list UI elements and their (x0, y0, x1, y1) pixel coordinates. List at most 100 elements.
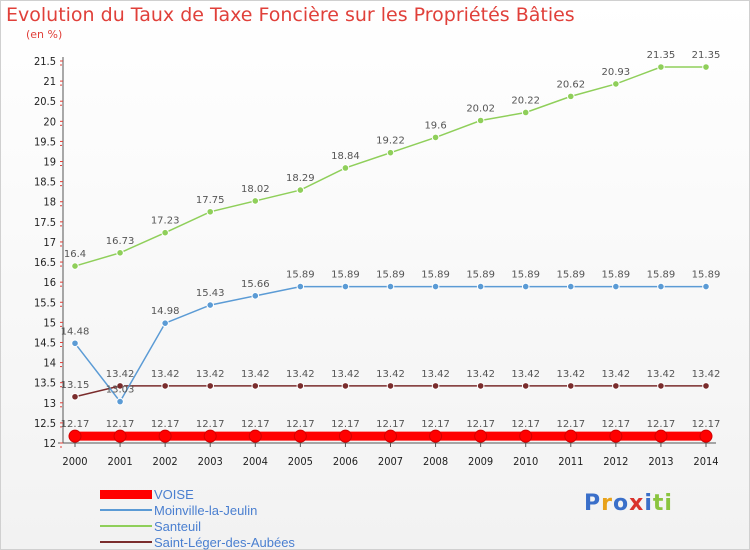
y-tick-label: 19 (43, 156, 56, 169)
y-tick-label: 17.5 (34, 216, 56, 229)
data-label: 13.42 (692, 369, 721, 380)
y-tick-label: 21 (43, 75, 56, 88)
data-point (566, 382, 575, 390)
data-point (657, 382, 665, 390)
data-label: 19.6 (424, 120, 446, 131)
data-point (71, 392, 79, 401)
data-point (116, 249, 124, 257)
logo-letter: r (601, 491, 613, 516)
data-label: 12.17 (331, 419, 360, 430)
data-point (702, 282, 710, 291)
data-label: 17.75 (196, 195, 225, 206)
data-label: 15.89 (466, 270, 495, 281)
y-tick-label: 18 (43, 196, 56, 209)
y-tick-label: 20 (43, 115, 56, 128)
legend-label: Saint-Léger-des-Aubées (154, 534, 295, 550)
data-point (476, 382, 485, 390)
legend-swatch (100, 525, 152, 527)
legend-swatch (100, 541, 152, 543)
logo-letter: o (612, 491, 630, 516)
data-point (384, 429, 397, 443)
y-tick-label: 19.5 (34, 135, 56, 148)
data-point (71, 262, 79, 270)
data-point (699, 429, 713, 443)
data-point (566, 92, 575, 101)
data-point (612, 80, 620, 88)
data-label: 13.42 (556, 369, 585, 380)
data-label: 12.17 (602, 419, 631, 430)
y-tick-label: 13 (43, 397, 56, 410)
data-label: 20.22 (511, 95, 540, 106)
logo-letter: t (652, 491, 665, 516)
legend-label: Moinville-la-Jeulin (154, 502, 258, 518)
data-point (521, 282, 530, 291)
data-point (657, 282, 665, 291)
legend-item: VOISE (100, 486, 295, 502)
legend-label: VOISE (154, 486, 194, 502)
data-label: 13.42 (241, 369, 270, 380)
data-label: 15.89 (376, 270, 405, 281)
x-tick-label: 2007 (378, 455, 403, 468)
data-label: 15.89 (511, 270, 540, 281)
data-label: 13.42 (286, 369, 315, 380)
data-point (521, 382, 530, 390)
data-label: 16.73 (106, 236, 135, 247)
data-label: 12.17 (241, 419, 270, 430)
data-point (206, 382, 215, 390)
y-tick-label: 15 (43, 316, 56, 329)
x-tick-label: 2010 (513, 455, 538, 468)
data-label: 13.42 (376, 369, 405, 380)
y-tick-label: 13.5 (34, 377, 56, 390)
legend-item: Santeuil (100, 518, 295, 534)
data-label: 13.42 (511, 369, 540, 380)
data-label: 15.89 (331, 270, 360, 281)
x-tick-label: 2012 (603, 455, 628, 468)
legend-swatch (100, 489, 152, 499)
y-tick-label: 15.5 (34, 296, 56, 309)
data-label: 13.15 (61, 380, 90, 391)
data-point (338, 429, 352, 443)
chart-unit-label: (en %) (26, 28, 63, 41)
data-label: 13.42 (196, 369, 225, 380)
data-point (609, 429, 623, 443)
y-tick-label: 21.5 (34, 55, 56, 68)
data-point (431, 382, 440, 390)
y-tick-label: 12 (43, 437, 56, 450)
logo-letter: i (664, 491, 673, 516)
data-point (161, 319, 169, 327)
data-point (431, 133, 440, 142)
data-label: 15.66 (241, 279, 270, 290)
data-label: 14.98 (151, 306, 180, 317)
data-point (113, 429, 127, 443)
data-point (341, 164, 350, 172)
data-point (386, 148, 395, 157)
chart-title: Evolution du Taux de Taxe Foncière sur l… (6, 4, 575, 26)
data-point (476, 282, 485, 291)
data-label: 13.42 (106, 369, 135, 380)
data-label: 15.89 (647, 270, 676, 281)
x-tick-label: 2006 (333, 455, 358, 468)
data-point (251, 292, 260, 300)
logo-letter: i (644, 491, 653, 516)
data-point (474, 429, 488, 443)
data-point (71, 339, 79, 348)
data-point (203, 429, 217, 443)
data-point (519, 429, 533, 443)
data-point (386, 382, 395, 390)
data-label: 20.93 (602, 67, 631, 78)
data-label: 12.17 (151, 419, 180, 430)
data-label: 18.02 (241, 184, 270, 195)
data-point (431, 282, 440, 291)
data-label: 14.48 (61, 326, 90, 337)
data-label: 13.03 (106, 385, 135, 396)
logo-letter: P (584, 491, 602, 516)
data-point (251, 197, 260, 205)
data-point (564, 429, 578, 443)
data-point (296, 282, 305, 291)
data-label: 12.17 (106, 419, 135, 430)
x-tick-label: 2000 (62, 455, 87, 468)
data-point (429, 429, 443, 443)
y-tick-label: 14.5 (34, 336, 56, 349)
